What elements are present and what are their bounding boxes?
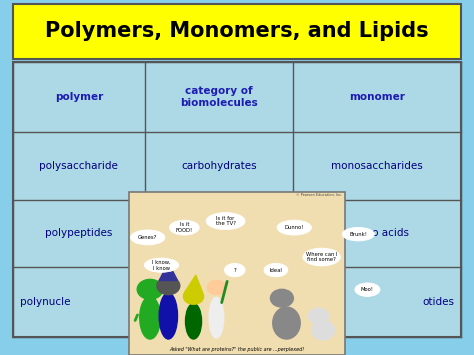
Text: amino acids: amino acids (346, 228, 409, 239)
Ellipse shape (277, 220, 311, 235)
Text: Ideal: Ideal (270, 268, 283, 273)
Ellipse shape (273, 307, 300, 339)
Polygon shape (159, 263, 177, 280)
Ellipse shape (224, 263, 245, 277)
Text: Genes?: Genes? (138, 235, 157, 240)
Text: © Pearson Education, Inc.: © Pearson Education, Inc. (296, 193, 342, 197)
Text: polypeptides: polypeptides (45, 228, 112, 239)
Circle shape (157, 277, 180, 295)
Text: polysaccharide: polysaccharide (39, 161, 118, 171)
Text: otides: otides (422, 297, 455, 307)
Bar (13, 4, 461, 59)
Text: Brunk!: Brunk! (349, 232, 367, 237)
Text: polynucle: polynucle (19, 297, 70, 307)
Text: polymer: polymer (55, 92, 103, 102)
Ellipse shape (140, 296, 160, 339)
Text: Is it for
the TV?: Is it for the TV? (216, 216, 236, 226)
Ellipse shape (185, 304, 201, 339)
Ellipse shape (303, 248, 340, 266)
Bar (13, 62, 461, 337)
Circle shape (309, 308, 328, 324)
Text: Dunno!: Dunno! (284, 225, 304, 230)
Ellipse shape (209, 297, 224, 338)
FancyArrowPatch shape (135, 315, 137, 321)
Text: Asked "What are proteins?" the public are ...perplexed!: Asked "What are proteins?" the public ar… (169, 347, 305, 352)
Text: ?: ? (233, 268, 236, 273)
Text: Moo!: Moo! (361, 287, 374, 292)
Ellipse shape (311, 320, 335, 340)
Ellipse shape (159, 293, 177, 339)
Ellipse shape (355, 283, 380, 296)
Ellipse shape (342, 228, 374, 241)
Ellipse shape (206, 213, 245, 230)
Text: monomer: monomer (349, 92, 405, 102)
Text: carbohydrates: carbohydrates (181, 161, 257, 171)
Ellipse shape (170, 220, 199, 235)
Circle shape (271, 289, 293, 307)
Ellipse shape (264, 263, 288, 277)
Text: proteins: proteins (183, 226, 255, 241)
Text: I know,
I know: I know, I know (152, 260, 171, 271)
Circle shape (137, 279, 163, 299)
Ellipse shape (144, 258, 179, 272)
Circle shape (207, 280, 226, 295)
Text: Where can I
find some?: Where can I find some? (306, 252, 337, 262)
Text: monosaccharides: monosaccharides (331, 161, 423, 171)
Bar (129, 192, 345, 355)
Text: Polymers, Monomers, and Lipids: Polymers, Monomers, and Lipids (45, 21, 429, 41)
Polygon shape (184, 275, 203, 293)
Circle shape (183, 289, 204, 304)
FancyArrowPatch shape (222, 282, 227, 302)
Ellipse shape (130, 230, 165, 245)
Text: Is it
FOOD!: Is it FOOD! (176, 222, 193, 233)
Text: category of
biomolecules: category of biomolecules (180, 86, 258, 108)
